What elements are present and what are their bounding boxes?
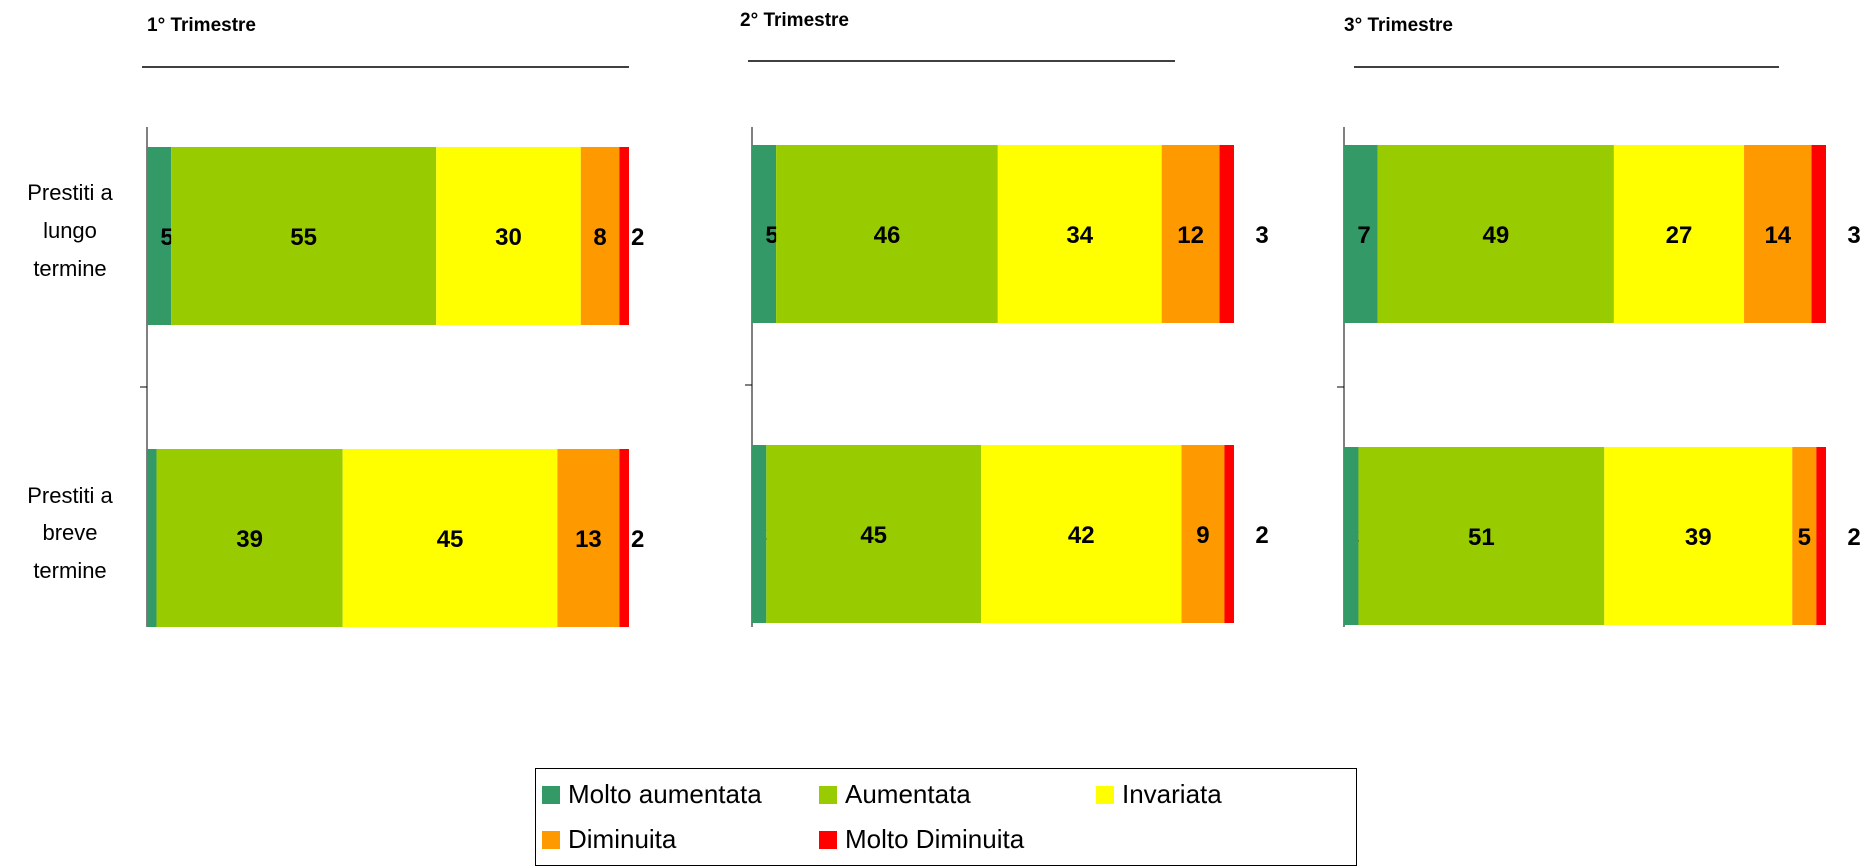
legend-label: Molto Diminuita xyxy=(845,824,1025,854)
data-label: 27 xyxy=(1666,222,1693,249)
data-label: 7 xyxy=(1357,222,1370,249)
bar-segment xyxy=(1344,447,1359,625)
bar-segment xyxy=(580,147,620,325)
bar-segment xyxy=(1181,445,1225,623)
legend-item-molto-aumentata: Molto aumentata xyxy=(542,779,762,810)
data-label: 2 xyxy=(631,526,644,553)
panel-title: 3° Trimestre xyxy=(1344,15,1453,36)
bar-segment xyxy=(1604,447,1793,625)
bar-segment xyxy=(766,445,982,623)
bar-segment xyxy=(1377,145,1614,323)
bar-segment xyxy=(752,145,777,323)
bar-segment xyxy=(156,449,343,627)
bar-segment xyxy=(1161,145,1220,323)
bar-segment xyxy=(1224,445,1234,623)
category-label: termine xyxy=(33,256,106,281)
legend-swatch xyxy=(542,830,560,849)
data-label: 55 xyxy=(290,224,317,251)
data-label: 39 xyxy=(236,526,263,553)
bar-segment xyxy=(147,449,157,627)
data-label: 9 xyxy=(1196,522,1209,549)
bar-segment xyxy=(752,445,767,623)
data-label: 2 xyxy=(1847,524,1860,551)
legend-swatch xyxy=(542,785,560,804)
legend-label: Diminuita xyxy=(568,824,677,854)
data-label: 8 xyxy=(593,224,606,251)
bar-segment xyxy=(981,445,1182,623)
legend-item-molto-diminuita: Molto Diminuita xyxy=(819,824,1024,855)
category-label: termine xyxy=(33,558,106,583)
data-label: 30 xyxy=(495,224,522,251)
panel-title: 2° Trimestre xyxy=(740,10,849,31)
bar-segment xyxy=(619,147,629,325)
data-label: 14 xyxy=(1764,222,1791,249)
panel-title: 1° Trimestre xyxy=(147,15,256,36)
data-label: 39 xyxy=(1685,524,1712,551)
data-label: 12 xyxy=(1177,222,1204,249)
bar-segment xyxy=(1792,447,1817,625)
bar-segment xyxy=(997,145,1162,323)
legend-label: Aumentata xyxy=(845,779,971,809)
bar-segment xyxy=(147,147,172,325)
data-label: 2 xyxy=(631,224,644,251)
data-label: 45 xyxy=(860,522,887,549)
data-label: 5 xyxy=(1798,524,1811,551)
data-label: 46 xyxy=(874,222,901,249)
legend: Molto aumentata Aumentata Invariata Dimi… xyxy=(535,768,1357,866)
data-label: 5 xyxy=(160,224,173,251)
bar-segment xyxy=(171,147,437,325)
bar-segment xyxy=(619,449,629,627)
legend-swatch xyxy=(819,785,837,804)
bar-segment xyxy=(1811,145,1826,323)
bar-segment xyxy=(1344,145,1378,323)
legend-item-invariata: Invariata xyxy=(1096,779,1222,810)
data-label: 51 xyxy=(1468,524,1495,551)
legend-label: Invariata xyxy=(1122,779,1222,809)
bar-segment xyxy=(1219,145,1234,323)
data-label: 3 xyxy=(1255,222,1268,249)
data-label: 5 xyxy=(765,222,778,249)
bar-segment xyxy=(436,147,581,325)
bar-segment xyxy=(342,449,558,627)
bar-segment xyxy=(1816,447,1826,625)
data-label: 13 xyxy=(575,526,602,553)
legend-item-aumentata: Aumentata xyxy=(819,779,971,810)
legend-swatch xyxy=(1096,785,1114,804)
bar-segment xyxy=(1613,145,1745,323)
bar-segment xyxy=(1744,145,1812,323)
legend-swatch xyxy=(819,830,837,849)
category-label: Prestiti a xyxy=(27,483,113,508)
bar-segment xyxy=(776,145,998,323)
legend-label: Molto aumentata xyxy=(568,779,762,809)
data-label: 34 xyxy=(1066,222,1093,249)
category-label: lungo xyxy=(43,218,97,243)
legend-item-diminuita: Diminuita xyxy=(542,824,676,855)
data-label: 45 xyxy=(437,526,464,553)
bar-segment xyxy=(557,449,620,627)
category-label: Prestiti a xyxy=(27,180,113,205)
category-label: breve xyxy=(42,520,97,545)
data-label: 42 xyxy=(1068,522,1095,549)
data-label: 2 xyxy=(1255,522,1268,549)
bar-segment xyxy=(1358,447,1605,625)
data-label: 3 xyxy=(1847,222,1860,249)
stacked-bar-chart: 1° Trimestre5553082239451322° Trimestre5… xyxy=(27,10,1861,627)
data-label: 49 xyxy=(1482,222,1509,249)
